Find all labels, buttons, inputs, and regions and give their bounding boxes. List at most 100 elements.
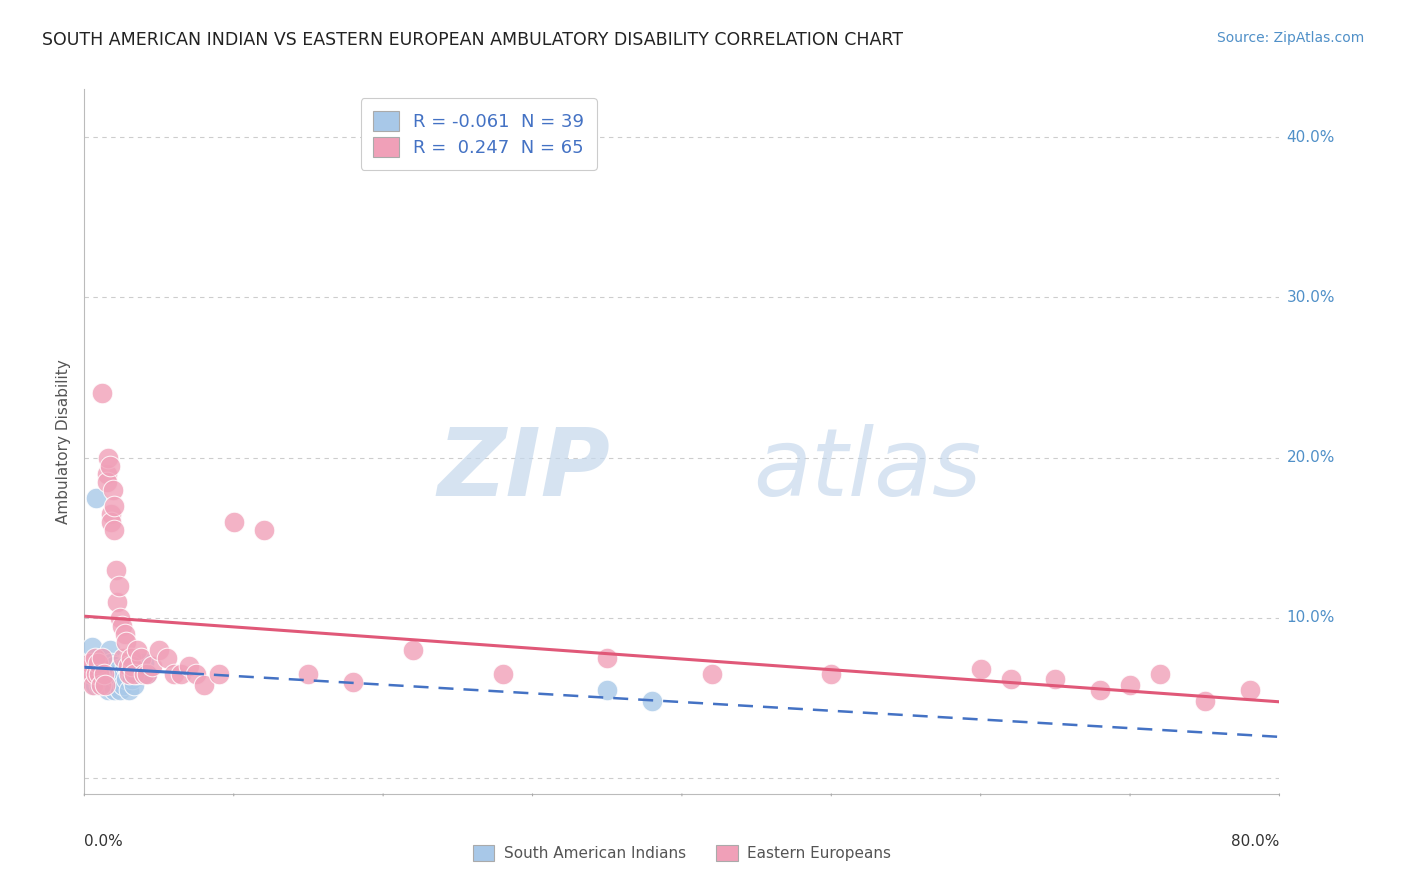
Point: [117, 662, 139, 676]
Point: [96, 467, 118, 481]
Point: [77, 662, 100, 676]
Point: [83, 678, 105, 692]
Point: [103, 523, 125, 537]
Point: [1000, 672, 1022, 686]
Point: [97, 450, 120, 465]
Point: [115, 634, 138, 648]
Point: [132, 656, 156, 670]
Text: 10.0%: 10.0%: [1286, 610, 1334, 625]
Legend: South American Indians, Eastern Europeans: South American Indians, Eastern European…: [467, 838, 897, 867]
Point: [136, 666, 159, 681]
Point: [114, 658, 136, 673]
Point: [98, 642, 121, 657]
Point: [136, 666, 159, 681]
Point: [122, 678, 145, 692]
Text: 20.0%: 20.0%: [1286, 450, 1334, 465]
Point: [114, 626, 136, 640]
Point: [80, 666, 103, 681]
Point: [1194, 694, 1216, 708]
Point: [402, 642, 425, 657]
Point: [129, 662, 152, 676]
Point: [820, 666, 842, 681]
Point: [1149, 666, 1171, 681]
Point: [1239, 682, 1261, 697]
Point: [105, 672, 128, 686]
Y-axis label: Ambulatory Disability: Ambulatory Disability: [56, 359, 72, 524]
Point: [89, 678, 111, 692]
Point: [641, 694, 664, 708]
Point: [112, 650, 135, 665]
Point: [111, 666, 134, 681]
Point: [103, 658, 125, 673]
Point: [492, 666, 515, 681]
Text: 30.0%: 30.0%: [1286, 290, 1334, 305]
Point: [141, 658, 163, 673]
Point: [93, 666, 115, 681]
Point: [118, 682, 141, 697]
Point: [104, 666, 127, 681]
Point: [110, 610, 132, 624]
Text: SOUTH AMERICAN INDIAN VS EASTERN EUROPEAN AMBULATORY DISABILITY CORRELATION CHAR: SOUTH AMERICAN INDIAN VS EASTERN EUROPEA…: [42, 31, 903, 49]
Point: [83, 650, 105, 665]
Point: [1119, 678, 1142, 692]
Point: [193, 678, 215, 692]
Point: [129, 650, 152, 665]
Point: [97, 682, 120, 697]
Point: [94, 678, 117, 692]
Point: [222, 515, 245, 529]
Point: [89, 662, 111, 676]
Point: [93, 650, 115, 665]
Point: [82, 666, 104, 681]
Point: [103, 499, 125, 513]
Point: [89, 666, 111, 681]
Point: [297, 666, 319, 681]
Point: [1045, 672, 1067, 686]
Point: [104, 563, 127, 577]
Point: [124, 658, 146, 673]
Point: [120, 650, 142, 665]
Point: [115, 672, 138, 686]
Point: [91, 674, 114, 689]
Point: [253, 523, 276, 537]
Point: [118, 666, 141, 681]
Point: [163, 666, 186, 681]
Point: [970, 662, 993, 676]
Point: [596, 682, 619, 697]
Point: [96, 475, 118, 489]
Point: [121, 672, 143, 686]
Text: Source: ZipAtlas.com: Source: ZipAtlas.com: [1216, 31, 1364, 45]
Point: [96, 672, 118, 686]
Point: [122, 666, 145, 681]
Text: 0.0%: 0.0%: [84, 834, 124, 849]
Point: [86, 666, 108, 681]
Point: [98, 458, 121, 473]
Point: [100, 656, 122, 670]
Point: [120, 666, 142, 681]
Point: [107, 579, 129, 593]
Point: [132, 666, 156, 681]
Text: 40.0%: 40.0%: [1286, 129, 1334, 145]
Point: [111, 618, 134, 632]
Point: [101, 483, 124, 497]
Point: [596, 650, 619, 665]
Point: [342, 674, 364, 689]
Text: 80.0%: 80.0%: [1232, 834, 1279, 849]
Point: [80, 640, 103, 654]
Point: [110, 682, 132, 697]
Point: [96, 658, 118, 673]
Point: [112, 678, 135, 692]
Point: [101, 678, 124, 692]
Text: atlas: atlas: [754, 425, 981, 516]
Point: [105, 595, 128, 609]
Point: [148, 642, 170, 657]
Point: [107, 662, 129, 676]
Point: [91, 650, 114, 665]
Point: [100, 672, 122, 686]
Point: [79, 656, 101, 670]
Point: [170, 666, 193, 681]
Point: [91, 386, 114, 401]
Point: [117, 658, 139, 673]
Point: [177, 658, 200, 673]
Point: [125, 666, 148, 681]
Point: [82, 678, 104, 692]
